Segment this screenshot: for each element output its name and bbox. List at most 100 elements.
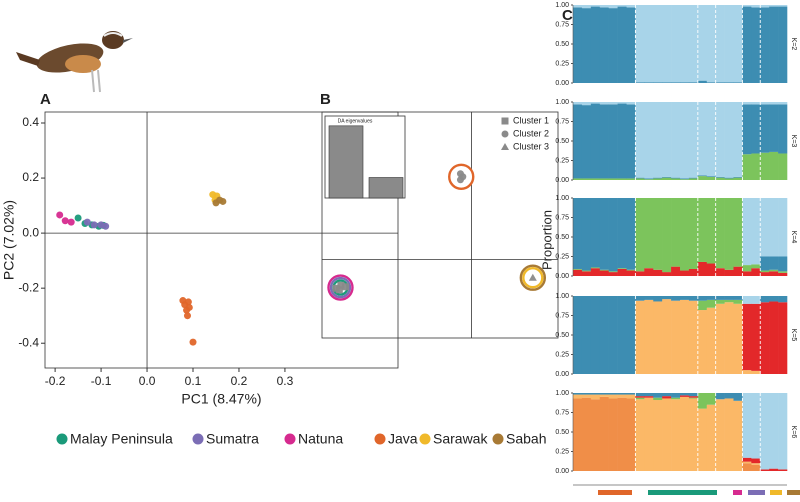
bar-segment	[617, 268, 627, 276]
bar-segment	[733, 266, 743, 276]
bar-segment	[733, 296, 743, 300]
bar-segment	[680, 82, 690, 83]
legend-swatch	[492, 433, 504, 445]
bar-segment	[626, 296, 636, 374]
bar-segment	[599, 104, 609, 179]
bar-segment	[573, 104, 583, 179]
y-tick-label: 0.50	[555, 41, 569, 48]
bar-segment	[769, 5, 779, 7]
bar-segment	[742, 6, 752, 84]
y-tick-label: 1.00	[555, 2, 569, 9]
bar-segment	[590, 103, 601, 179]
bar-segment	[590, 267, 601, 269]
bar-segment	[590, 393, 601, 395]
point	[337, 281, 345, 289]
bar-segment	[778, 6, 788, 84]
bar-segment	[653, 198, 663, 270]
point	[61, 217, 69, 225]
bar-segment	[608, 271, 618, 273]
bar-segment	[688, 198, 699, 269]
bar-segment	[706, 393, 716, 405]
point	[67, 218, 75, 226]
bar-segment	[662, 5, 672, 83]
point	[83, 218, 91, 226]
bar-segment	[608, 8, 618, 83]
y-tick-label: 0.25	[555, 157, 569, 164]
y-tick-label: 1.00	[555, 195, 569, 202]
bar-segment	[697, 261, 708, 276]
bar-segment	[742, 370, 752, 374]
k-label: K=2	[790, 38, 797, 51]
cluster-ring	[327, 274, 354, 301]
bar-segment	[680, 393, 690, 396]
bar-segment	[697, 5, 708, 81]
bar-segment	[769, 269, 779, 272]
bar-segment	[778, 393, 788, 470]
bar-segment	[573, 102, 583, 105]
bar-segment	[626, 269, 636, 271]
bar-segment	[617, 5, 627, 7]
bar-segment	[635, 5, 645, 83]
bar-segment	[778, 302, 788, 374]
bar-segment	[680, 178, 690, 180]
bar-segment	[715, 176, 725, 178]
bar-segment	[760, 270, 770, 273]
bar-segment	[697, 80, 708, 83]
bar-segment	[662, 299, 672, 374]
bar-segment	[653, 301, 663, 374]
y-tick-label: -0.4	[18, 335, 39, 349]
bar-segment	[751, 153, 761, 180]
bar-segment	[742, 5, 752, 7]
bar-segment	[778, 272, 788, 276]
bar-segment	[769, 256, 779, 270]
point	[184, 298, 192, 306]
y-tick-label: 1.00	[555, 293, 569, 300]
bar-segment	[680, 299, 690, 374]
bar-segment	[599, 269, 609, 271]
x-tick-label: 0.3	[277, 374, 294, 388]
bar-segment	[635, 300, 645, 374]
group-bar	[573, 484, 800, 495]
bar-segment	[626, 398, 636, 471]
point	[219, 197, 227, 205]
bar-segment	[724, 269, 734, 276]
y-tick-label: 0.00	[555, 177, 569, 184]
bar-segment	[608, 394, 618, 399]
bar-segment	[635, 178, 645, 180]
bar-segment	[751, 370, 761, 374]
bar-segment	[662, 102, 672, 177]
bar-segment	[653, 177, 663, 179]
legend-swatch	[192, 433, 204, 445]
bar-segment	[751, 268, 761, 276]
bar-segment	[688, 393, 699, 397]
bar-segment	[626, 5, 636, 8]
bar-segment	[653, 393, 663, 398]
bar-segment	[635, 396, 645, 398]
bar-segment	[644, 296, 654, 300]
bar-segment	[662, 398, 672, 471]
bar-segment	[599, 102, 609, 105]
bar-segment	[778, 256, 788, 272]
bar-segment	[662, 296, 672, 300]
bar-segment	[760, 5, 770, 8]
k-label: K=6	[790, 426, 797, 439]
y-tick-label: 0.75	[555, 409, 569, 416]
bar-segment	[599, 296, 609, 374]
bar-segment	[573, 5, 583, 8]
bar-segment	[581, 270, 592, 272]
k-label: K=3	[790, 135, 797, 148]
bar-segment	[778, 104, 788, 154]
bar-segment	[688, 268, 699, 276]
bar-segment	[742, 154, 752, 180]
bar-segment	[662, 393, 672, 397]
bar-segment	[688, 296, 699, 301]
bar-segment	[742, 457, 752, 462]
y-tick-label: 0.75	[555, 21, 569, 28]
bar-segment	[742, 198, 752, 266]
bar-segment	[644, 179, 654, 180]
y-tick-label: 0.25	[555, 253, 569, 260]
cluster-ring	[519, 264, 547, 291]
bar-segment	[680, 395, 690, 397]
bar-segment	[751, 463, 761, 465]
